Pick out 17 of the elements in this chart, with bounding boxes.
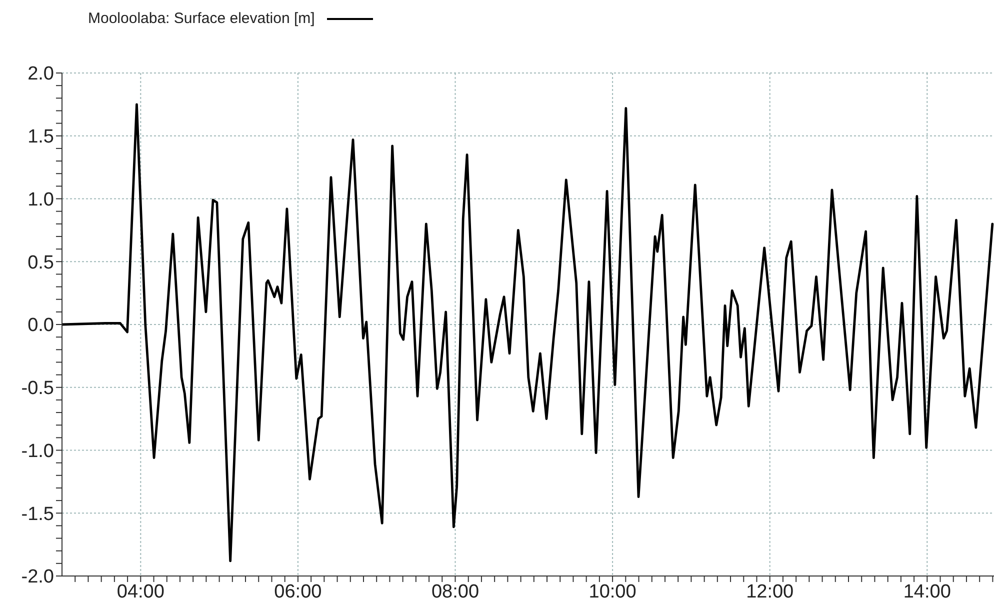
- x-tick-label: 06:00: [274, 581, 322, 602]
- y-tick-label: 1.0: [28, 189, 54, 210]
- x-tick-label: 04:00: [116, 581, 164, 602]
- x-tick-label: 14:00: [903, 581, 951, 602]
- y-tick-label: -2.0: [21, 566, 54, 588]
- y-tick-label: 2.0: [28, 64, 54, 85]
- x-tick-label: 10:00: [588, 581, 636, 602]
- line-series: [62, 103, 994, 562]
- y-tick-label: 0.5: [28, 252, 54, 274]
- y-tick-label: -0.5: [21, 378, 54, 400]
- y-tick-label: 1.5: [28, 126, 54, 148]
- y-tick-label: 0.0: [28, 315, 54, 336]
- y-tick-label: -1.0: [21, 440, 54, 462]
- y-tick-label: -1.5: [21, 504, 54, 525]
- legend-label: Mooloolaba: Surface elevation [m]: [88, 10, 315, 27]
- x-tick-label: 12:00: [746, 581, 794, 602]
- x-tick-label: 08:00: [431, 581, 480, 602]
